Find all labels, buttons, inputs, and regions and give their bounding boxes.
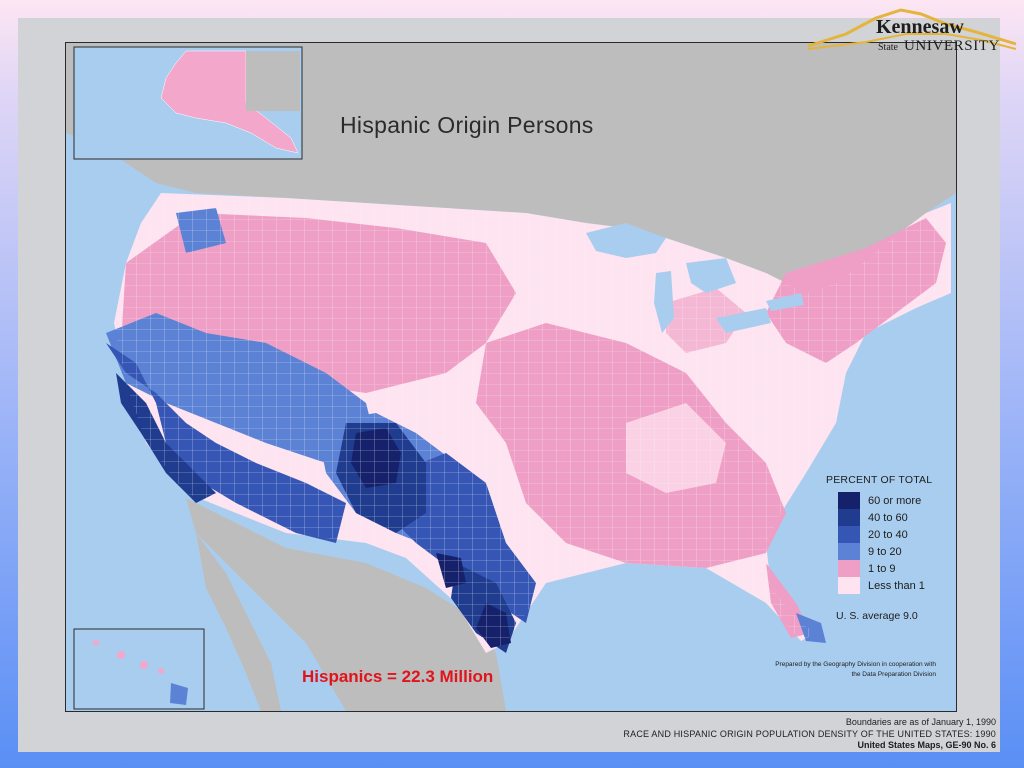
legend-label: 20 to 40 — [868, 528, 908, 541]
legend-item: 40 to 60 — [838, 509, 948, 526]
legend-title: PERCENT OF TOTAL — [826, 474, 933, 486]
legend-swatch — [838, 509, 860, 526]
map-title: Hispanic Origin Persons — [340, 112, 594, 138]
legend-swatch — [838, 526, 860, 543]
legend-item: 20 to 40 — [838, 526, 948, 543]
legend-item: 1 to 9 — [838, 560, 948, 577]
logo-university: UNIVERSITY — [904, 38, 1000, 54]
us-average: U. S. average 9.0 — [836, 610, 918, 622]
logo-state: State — [878, 42, 898, 53]
prepared-by-note: Prepared by the Geography Division in co… — [775, 661, 936, 678]
mexico-land — [186, 498, 506, 711]
legend-swatch — [838, 492, 860, 509]
hispanic-total-annotation: Hispanics = 22.3 Million — [302, 667, 494, 686]
baja-land — [196, 533, 281, 711]
legend-label: 9 to 20 — [868, 545, 902, 558]
legend-label: 60 or more — [868, 494, 922, 507]
legend-item: 60 or more — [838, 492, 948, 509]
legend-label: 40 to 60 — [868, 511, 908, 524]
boundaries-note: Boundaries are as of January 1, 1990 — [845, 717, 996, 727]
choropleth-map — [66, 43, 956, 711]
legend-swatch — [838, 577, 860, 594]
legend-label: 1 to 9 — [868, 562, 896, 575]
logo-line1: Kennesaw — [876, 16, 964, 38]
legend-swatch — [838, 560, 860, 577]
legend-swatch — [838, 543, 860, 560]
great-lakes — [586, 223, 666, 258]
source-title: RACE AND HISPANIC ORIGIN POPULATION DENS… — [623, 729, 996, 739]
legend-label: Less than 1 — [868, 579, 925, 592]
map-series: United States Maps, GE-90 No. 6 — [857, 740, 996, 750]
legend: 60 or more 40 to 60 20 to 40 9 to 20 1 t… — [838, 492, 948, 594]
legend-item: 9 to 20 — [838, 543, 948, 560]
legend-item: Less than 1 — [838, 577, 948, 594]
mountain-logo-icon — [807, 8, 1017, 50]
map-frame — [65, 42, 957, 712]
kennesaw-logo: Kennesaw State UNIVERSITY — [806, 4, 1018, 62]
